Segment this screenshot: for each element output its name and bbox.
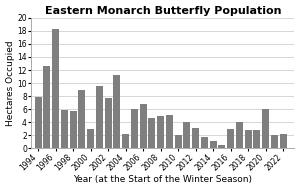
Title: Eastern Monarch Butterfly Population: Eastern Monarch Butterfly Population <box>44 6 281 16</box>
Bar <box>175 135 182 148</box>
Bar <box>105 98 112 148</box>
Bar <box>271 135 278 148</box>
Bar <box>96 86 103 148</box>
Bar <box>157 116 164 148</box>
Bar <box>236 122 243 148</box>
Bar <box>227 129 234 148</box>
Bar <box>34 97 42 148</box>
Bar <box>253 130 260 148</box>
Bar <box>52 29 59 148</box>
Bar <box>44 66 50 148</box>
Bar <box>78 90 85 148</box>
Bar <box>183 122 190 148</box>
Bar <box>262 109 269 148</box>
Bar <box>280 134 286 148</box>
Bar <box>210 141 217 148</box>
Bar <box>61 110 68 148</box>
Bar <box>122 134 129 148</box>
Bar <box>70 111 76 148</box>
Bar <box>140 104 147 148</box>
Y-axis label: Hectares Occupied: Hectares Occupied <box>6 40 15 126</box>
Bar <box>192 128 199 148</box>
Bar <box>148 118 155 148</box>
Bar <box>166 115 173 148</box>
Bar <box>87 129 94 148</box>
Bar <box>131 109 138 148</box>
Bar <box>218 145 225 148</box>
Bar <box>201 137 208 148</box>
Bar <box>244 130 252 148</box>
X-axis label: Year (at the Start of the Winter Season): Year (at the Start of the Winter Season) <box>73 175 252 184</box>
Bar <box>113 75 120 148</box>
